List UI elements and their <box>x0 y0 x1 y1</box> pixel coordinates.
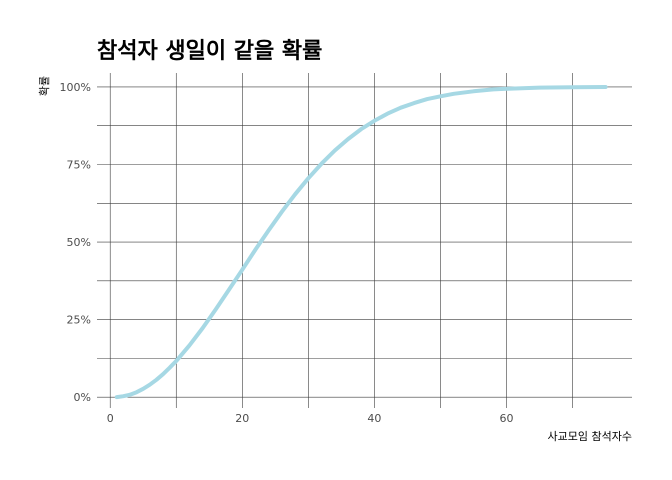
series-line-probability <box>114 85 608 400</box>
y-axis-title: 확률 <box>38 76 51 96</box>
x-tick-label: 20 <box>235 412 249 425</box>
y-tick-label: 100% <box>60 81 91 94</box>
x-tick-label: 0 <box>107 412 114 425</box>
x-axis-title: 사교모임 참석자수 <box>548 430 632 443</box>
series-layer <box>114 85 608 400</box>
chart-title: 참석자 생일이 같을 확률 <box>97 39 322 64</box>
y-tick-label: 25% <box>67 314 91 327</box>
x-tick-label: 60 <box>500 412 514 425</box>
tick-labels: 0 20 40 60 0% 25% 50% 75% 100% <box>60 81 514 425</box>
grid <box>97 73 632 408</box>
x-tick-label: 40 <box>367 412 381 425</box>
y-tick-label: 75% <box>67 159 91 172</box>
y-tick-label: 0% <box>74 391 91 404</box>
y-tick-label: 50% <box>67 236 91 249</box>
